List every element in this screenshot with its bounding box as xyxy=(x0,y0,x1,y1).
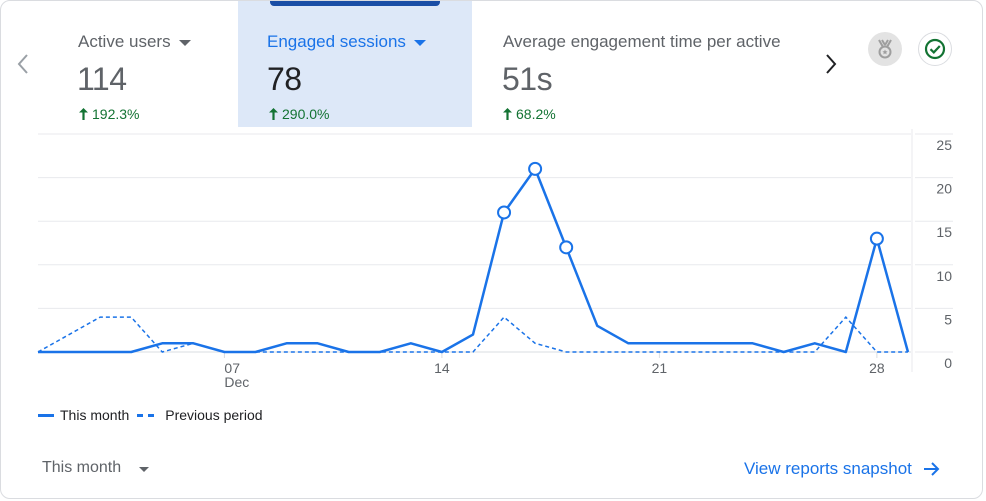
legend-solid-swatch xyxy=(38,413,54,417)
x-tick-label: 28 xyxy=(869,360,885,376)
tab-change-value: 192.3% xyxy=(92,106,140,122)
tab-value: 78 xyxy=(267,61,302,97)
date-range-dropdown[interactable]: This month xyxy=(42,459,150,477)
tab-active-users[interactable]: Active users 114 192.3% xyxy=(38,1,238,127)
legend-this-month: This month xyxy=(60,407,130,423)
date-range-label: This month xyxy=(42,459,122,476)
data-point-marker[interactable] xyxy=(869,231,884,246)
check-circle-icon xyxy=(924,38,946,60)
arrow-up-icon xyxy=(79,108,88,120)
caret-down-icon xyxy=(139,466,150,472)
arrow-right-icon xyxy=(923,462,940,476)
x-tick-label: 21 xyxy=(652,360,668,376)
view-reports-snapshot-link[interactable]: View reports snapshot xyxy=(744,459,940,479)
tab-label-wrap: Average engagement time per active xyxy=(503,32,781,52)
y-tick-label: 5 xyxy=(944,311,952,327)
chart-legend: This month Previous period xyxy=(38,407,263,423)
y-tick-label: 25 xyxy=(936,137,952,153)
x-tick-label: 07 xyxy=(224,360,240,376)
selected-indicator xyxy=(270,1,440,6)
chevron-left-icon xyxy=(17,54,28,74)
tab-label: Average engagement time per active xyxy=(503,32,781,51)
y-tick-label: 0 xyxy=(944,355,952,371)
insights-button[interactable] xyxy=(868,32,902,66)
previous-period-line xyxy=(37,315,908,353)
tab-change-value: 290.0% xyxy=(282,106,330,122)
tab-change: 192.3% xyxy=(79,106,139,122)
data-point-marker[interactable] xyxy=(497,205,512,220)
caret-down-icon[interactable] xyxy=(413,40,426,46)
status-button[interactable] xyxy=(918,32,952,66)
tab-label: Active users xyxy=(78,32,171,51)
data-point-marker[interactable] xyxy=(559,240,574,255)
prev-metrics-button[interactable] xyxy=(15,53,31,75)
caret-down-icon[interactable] xyxy=(178,40,191,46)
this-month-line xyxy=(38,167,910,354)
legend-previous-period: Previous period xyxy=(165,407,263,423)
tab-avg-engagement-time[interactable]: Average engagement time per active 51s 6… xyxy=(472,1,812,127)
tab-value: 114 xyxy=(77,61,127,97)
next-metrics-button[interactable] xyxy=(823,53,839,75)
snapshot-link-label: View reports snapshot xyxy=(744,459,912,478)
tab-label-wrap: Active users xyxy=(78,32,191,52)
x-tick-sublabel: Dec xyxy=(224,374,249,390)
y-tick-label: 20 xyxy=(936,181,952,197)
tab-engaged-sessions[interactable]: Engaged sessions 78 290.0% xyxy=(238,1,472,127)
x-tick-label: 14 xyxy=(434,360,450,376)
tab-label-wrap: Engaged sessions xyxy=(267,32,426,52)
medal-icon xyxy=(878,39,892,59)
tab-change-value: 68.2% xyxy=(516,106,556,122)
tab-value: 51s xyxy=(502,61,553,97)
data-point-marker[interactable] xyxy=(528,161,543,176)
arrow-up-icon xyxy=(269,108,278,120)
legend-dashed-swatch xyxy=(137,413,156,417)
tab-change: 290.0% xyxy=(269,106,329,122)
tab-label: Engaged sessions xyxy=(267,32,406,51)
tab-change: 68.2% xyxy=(503,106,556,122)
chevron-right-icon xyxy=(826,54,837,74)
y-tick-label: 15 xyxy=(936,224,952,240)
arrow-up-icon xyxy=(503,108,512,120)
y-tick-label: 10 xyxy=(936,268,952,284)
